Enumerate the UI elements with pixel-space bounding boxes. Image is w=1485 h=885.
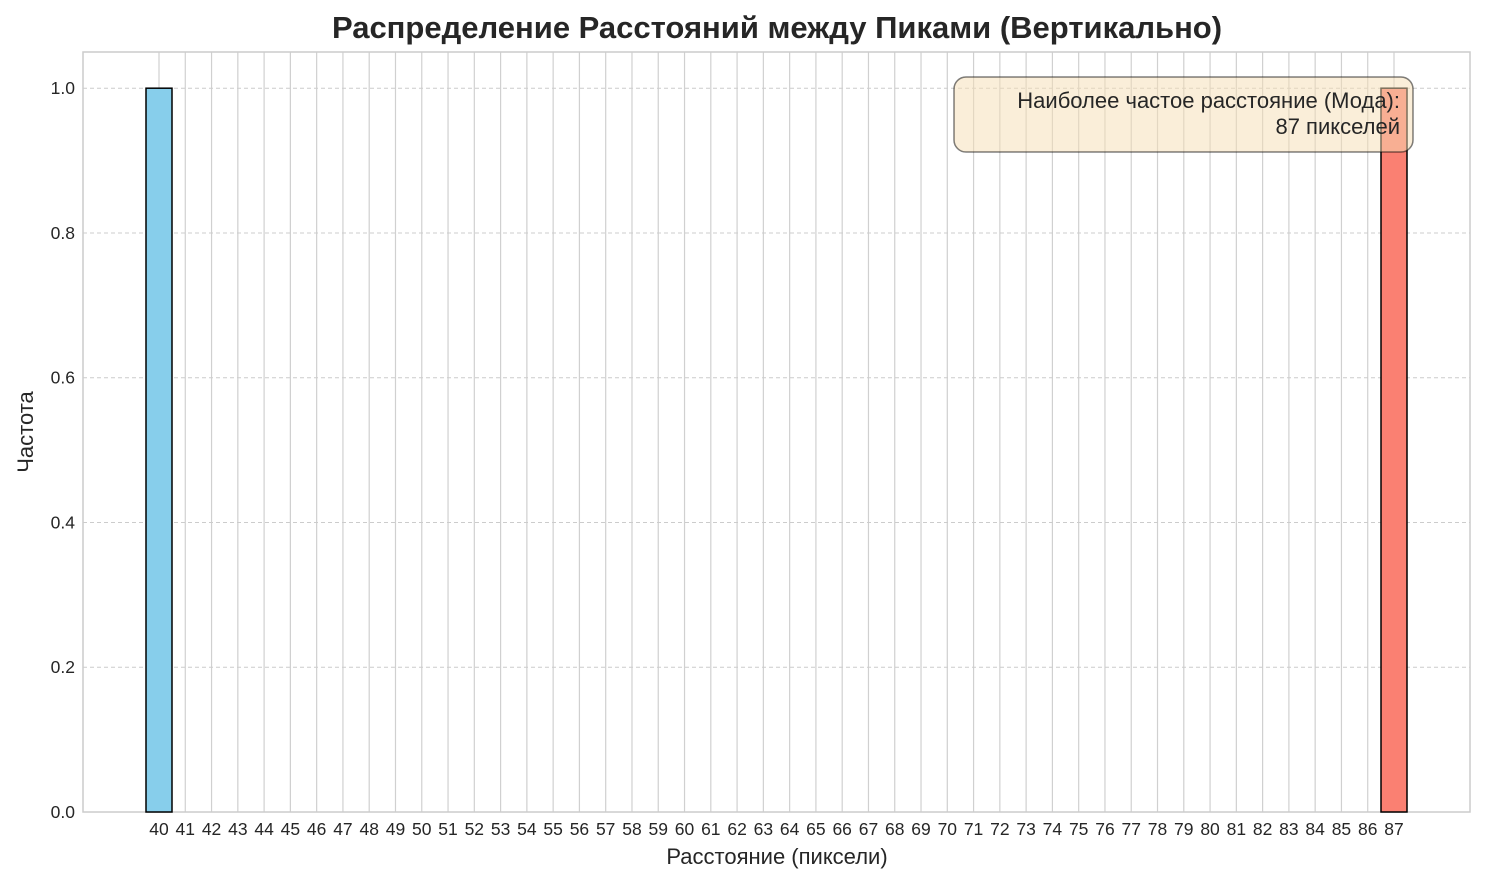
- x-tick-label: 50: [412, 819, 432, 839]
- x-tick-label: 83: [1279, 819, 1298, 839]
- x-tick-label: 73: [1016, 819, 1035, 839]
- y-tick-label: 0.2: [51, 657, 75, 677]
- x-tick-label: 64: [780, 819, 800, 839]
- bars: [145, 87, 1408, 813]
- x-tick-label: 54: [517, 819, 537, 839]
- x-tick-label: 71: [964, 819, 983, 839]
- x-tick-label: 43: [228, 819, 247, 839]
- x-tick-label: 59: [649, 819, 668, 839]
- x-tick-label: 56: [570, 819, 589, 839]
- x-tick-label: 76: [1095, 819, 1114, 839]
- annotation-line-1: Наиболее частое расстояние (Мода):: [1017, 88, 1400, 113]
- x-tick-label: 40: [149, 819, 169, 839]
- x-tick-label: 72: [990, 819, 1009, 839]
- x-tick-label: 48: [359, 819, 378, 839]
- y-tick-label: 0.4: [51, 512, 76, 532]
- annotation-line-2: 87 пикселей: [1275, 114, 1400, 139]
- x-tick-label: 45: [281, 819, 300, 839]
- x-tick-label: 69: [911, 819, 930, 839]
- plot-frame: [82, 51, 1471, 813]
- x-tick-label: 60: [675, 819, 695, 839]
- y-tick-label: 1.0: [51, 78, 76, 98]
- x-tick-label: 44: [254, 819, 274, 839]
- x-tick-label: 85: [1332, 819, 1351, 839]
- x-tick-label: 53: [491, 819, 510, 839]
- x-tick-label: 65: [806, 819, 825, 839]
- x-tick-label: 49: [386, 819, 405, 839]
- x-tick-label: 41: [176, 819, 195, 839]
- mode-annotation: Наиболее частое расстояние (Мода): 87 пи…: [953, 76, 1414, 153]
- x-tick-label: 67: [859, 819, 878, 839]
- x-tick-label: 51: [438, 819, 457, 839]
- x-tick-label: 77: [1121, 819, 1140, 839]
- x-tick-label: 84: [1305, 819, 1325, 839]
- x-tick-label: 87: [1384, 819, 1403, 839]
- x-tick-label: 80: [1200, 819, 1220, 839]
- x-tick-label: 86: [1358, 819, 1377, 839]
- y-tick-label: 0.0: [51, 802, 76, 822]
- chart-title: Распределение Расстояний между Пиками (В…: [332, 10, 1222, 45]
- x-tick-label: 82: [1253, 819, 1272, 839]
- grid: [83, 52, 1470, 813]
- x-tick-label: 55: [543, 819, 562, 839]
- x-axis-label: Расстояние (пиксели): [666, 844, 887, 869]
- bar-40: [145, 87, 173, 813]
- x-tick-label: 52: [465, 819, 484, 839]
- x-tick-label: 57: [596, 819, 615, 839]
- y-tick-label: 0.8: [51, 223, 75, 243]
- annotation-box: [953, 76, 1414, 153]
- y-axis-ticks: 0.0 0.2 0.4 0.6 0.8 1.0: [51, 78, 76, 822]
- x-tick-label: 63: [754, 819, 773, 839]
- x-tick-label: 66: [832, 819, 851, 839]
- y-axis-label: Частота: [13, 390, 38, 472]
- x-tick-label: 75: [1069, 819, 1088, 839]
- x-tick-label: 74: [1043, 819, 1063, 839]
- x-tick-label: 42: [202, 819, 221, 839]
- x-tick-label: 46: [307, 819, 326, 839]
- x-tick-label: 70: [938, 819, 958, 839]
- x-tick-label: 61: [701, 819, 720, 839]
- x-axis-ticks: 40 41 42 43 44 45 46 47 48 49 50 51 52 53 54 55 56 57 58 59…: [149, 819, 1403, 839]
- x-tick-label: 81: [1227, 819, 1246, 839]
- x-tick-label: 79: [1174, 819, 1193, 839]
- x-tick-label: 68: [885, 819, 904, 839]
- x-tick-label: 58: [622, 819, 641, 839]
- x-tick-label: 47: [333, 819, 352, 839]
- bar-87: [1380, 87, 1408, 813]
- x-tick-label: 78: [1148, 819, 1167, 839]
- y-tick-label: 0.6: [51, 368, 75, 388]
- x-tick-label: 62: [727, 819, 746, 839]
